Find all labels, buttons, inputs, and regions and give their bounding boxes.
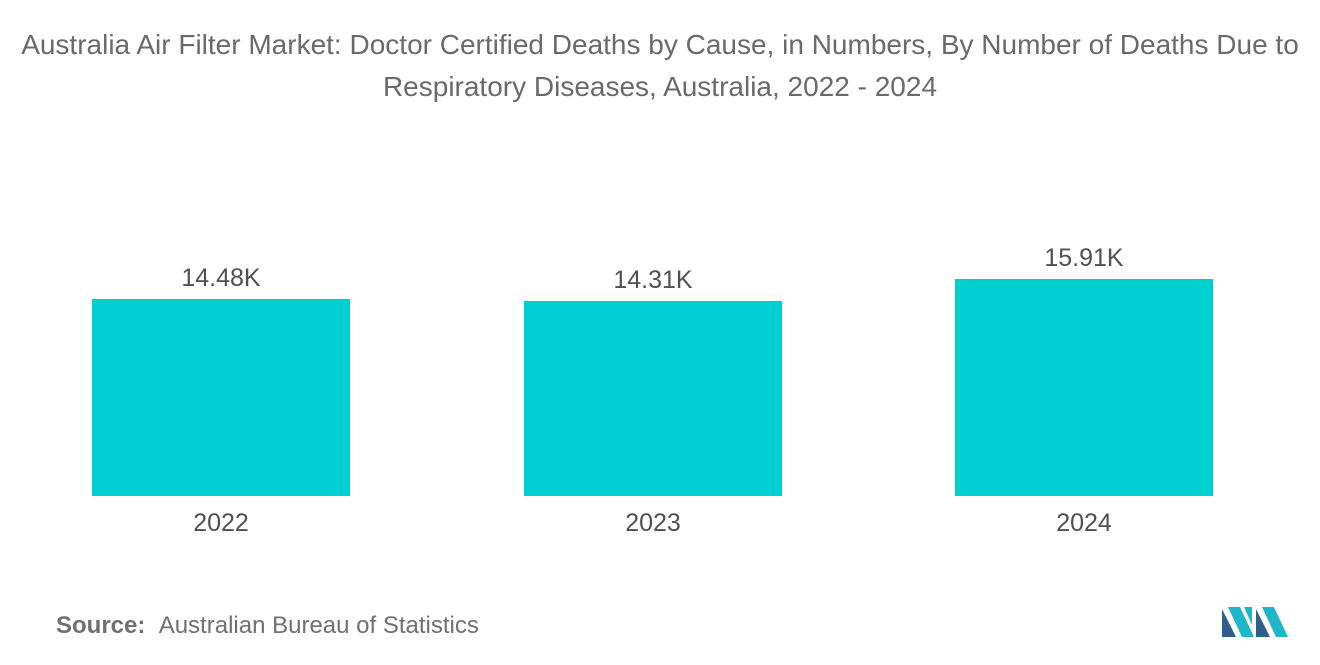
category-labels-group: 2022 2023 2024 bbox=[193, 509, 1112, 537]
bar-2022 bbox=[92, 299, 350, 496]
value-label-2023: 14.31K bbox=[613, 266, 693, 294]
source-text: Australian Bureau of Statistics bbox=[158, 612, 479, 639]
chart-title: Australia Air Filter Market: Doctor Cert… bbox=[21, 29, 1299, 102]
category-label-2023: 2023 bbox=[625, 509, 681, 537]
category-label-2022: 2022 bbox=[193, 509, 249, 537]
bar-2024 bbox=[955, 279, 1213, 496]
mordor-intelligence-logo-icon bbox=[1222, 607, 1288, 637]
bar-chart: 14.48K 14.31K 15.91K 2022 2023 2024 bbox=[92, 244, 1213, 537]
value-labels-group: 14.48K 14.31K 15.91K bbox=[181, 244, 1124, 294]
bar-2023 bbox=[524, 301, 782, 496]
value-label-2024: 15.91K bbox=[1044, 244, 1124, 272]
source-label: Source: bbox=[56, 612, 146, 639]
category-label-2024: 2024 bbox=[1056, 509, 1112, 537]
bars-group bbox=[92, 279, 1213, 496]
source-note: Source: Australian Bureau of Statistics bbox=[56, 612, 479, 640]
value-label-2022: 14.48K bbox=[181, 264, 261, 292]
